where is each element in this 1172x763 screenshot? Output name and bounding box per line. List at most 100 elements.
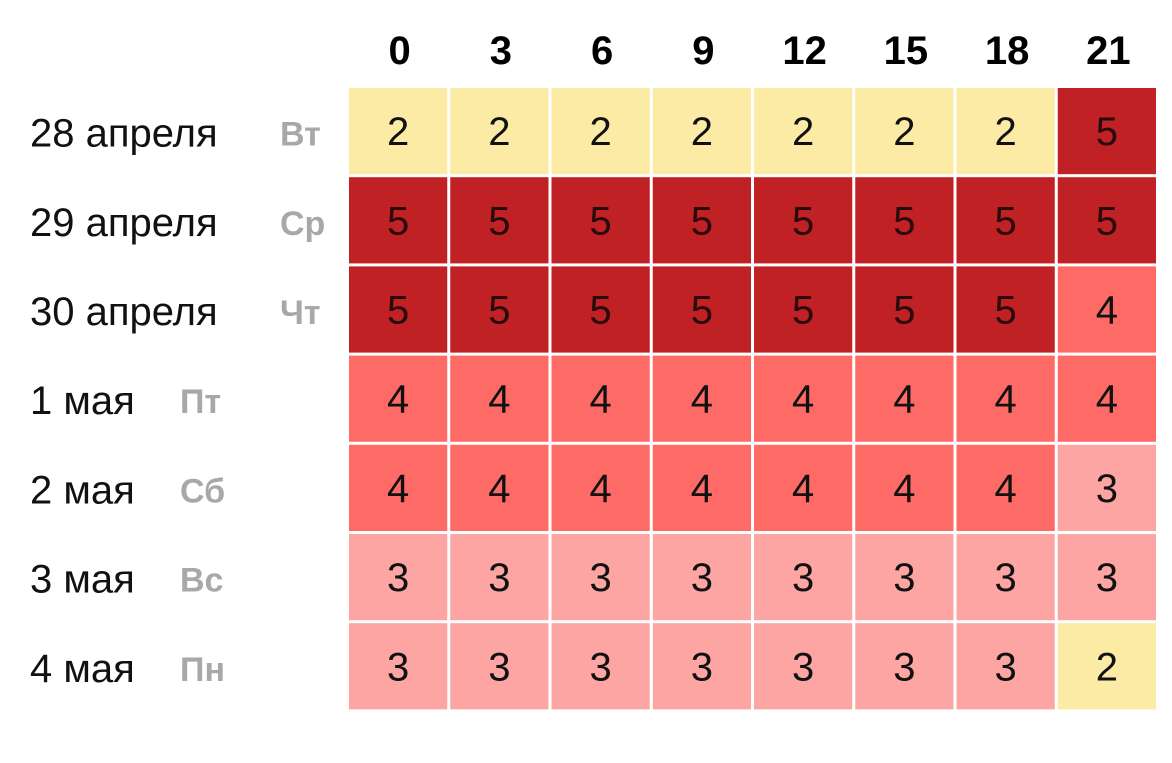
heatmap-cell (652, 355, 751, 442)
cell-value-label: 3 (1096, 467, 1118, 511)
heatmap-cell (855, 444, 954, 531)
heatmap-cell (1057, 355, 1156, 442)
cell-value-label: 5 (590, 199, 612, 243)
cell-value-label: 2 (691, 110, 713, 154)
heatmap-cell (450, 88, 549, 175)
heatmap-cell (1057, 266, 1156, 353)
heatmap-cell (349, 266, 448, 353)
date-label: 28 апреля (30, 112, 218, 156)
heatmap-cell (956, 623, 1055, 710)
cell-value-label: 4 (691, 467, 713, 511)
cell-value-label: 5 (995, 289, 1017, 333)
cell-value-label: 3 (488, 556, 510, 600)
cell-value-label: 4 (1096, 378, 1118, 422)
cell-value-label: 3 (893, 645, 915, 689)
weekday-label: Вт (280, 116, 321, 154)
hour-label: 0 (389, 29, 411, 73)
heatmap-cell (1057, 623, 1156, 710)
heatmap-cell (450, 177, 549, 264)
cell-value-label: 4 (590, 378, 612, 422)
heatmap-cell (855, 266, 954, 353)
cell-value-label: 4 (590, 467, 612, 511)
heatmap-cell (551, 623, 650, 710)
cell-value-label: 4 (792, 467, 814, 511)
heatmap-cell (855, 88, 954, 175)
cell-value-label: 2 (590, 110, 612, 154)
cell-value-label: 2 (893, 110, 915, 154)
cell-value-label: 2 (488, 110, 510, 154)
hour-label: 3 (490, 29, 512, 73)
cell-value-label: 4 (488, 378, 510, 422)
heatmap-cell (754, 355, 853, 442)
cell-value-label: 4 (893, 467, 915, 511)
heatmap-cell (349, 177, 448, 264)
hour-label: 18 (985, 29, 1030, 73)
cell-value-label: 3 (995, 645, 1017, 689)
cell-value-label: 4 (488, 467, 510, 511)
heatmap-cell (956, 444, 1055, 531)
heatmap-cell (956, 534, 1055, 621)
cell-value-label: 5 (488, 289, 510, 333)
cell-value-label: 5 (792, 199, 814, 243)
cell-value-label: 3 (792, 556, 814, 600)
cell-value-label: 3 (792, 645, 814, 689)
heatmap-cell (652, 444, 751, 531)
heatmap-cell (1057, 177, 1156, 264)
date-label: 1 мая (30, 379, 135, 423)
hour-label: 15 (884, 29, 929, 73)
weekday-label: Ср (280, 205, 325, 243)
cell-value-label: 3 (995, 556, 1017, 600)
cell-value-label: 5 (691, 289, 713, 333)
heatmap-cell (349, 623, 448, 710)
heatmap-cell (450, 355, 549, 442)
cell-value-label: 3 (590, 556, 612, 600)
heatmap-cell (855, 534, 954, 621)
heatmap-cell (450, 266, 549, 353)
heatmap-cell (754, 266, 853, 353)
heatmap-cell (855, 177, 954, 264)
weekday-label: Пн (180, 651, 225, 689)
heatmap-cell (450, 444, 549, 531)
heatmap-cell (754, 534, 853, 621)
cell-value-label: 5 (1096, 199, 1118, 243)
weekday-label: Пт (180, 383, 221, 421)
cell-value-label: 2 (792, 110, 814, 154)
hour-label: 9 (692, 29, 714, 73)
cell-value-label: 3 (387, 645, 409, 689)
heatmap-cell (349, 88, 448, 175)
heatmap-cell (956, 266, 1055, 353)
heatmap-cell (855, 355, 954, 442)
cell-value-label: 5 (590, 289, 612, 333)
heatmap-cell (1057, 444, 1156, 531)
cell-value-label: 4 (691, 378, 713, 422)
heatmap-cell (551, 266, 650, 353)
cell-value-label: 5 (893, 289, 915, 333)
date-label: 2 мая (30, 468, 135, 512)
hour-axis: 0 3 6 9 12 15 18 21 (389, 29, 1131, 73)
heatmap-cell (349, 355, 448, 442)
cell-value-label: 5 (1096, 110, 1118, 154)
cell-value-label: 5 (691, 199, 713, 243)
hour-label: 12 (782, 29, 827, 73)
heatmap-cell (450, 623, 549, 710)
hour-label: 21 (1086, 29, 1131, 73)
cell-value-label: 4 (792, 378, 814, 422)
cell-value-label: 3 (691, 556, 713, 600)
date-axis: 28 апреля Вт 29 апреля Ср 30 апреля Чт 1 мая Пт… (30, 112, 325, 691)
heatmap-cell (754, 444, 853, 531)
heatmap-cell (652, 177, 751, 264)
cell-value-label: 5 (387, 199, 409, 243)
cell-value-label: 3 (691, 645, 713, 689)
date-label: 29 апреля (30, 201, 218, 245)
weekday-label: Вс (180, 562, 223, 600)
hour-label: 6 (591, 29, 613, 73)
cell-value-label: 3 (1096, 556, 1118, 600)
date-label: 30 апреля (30, 290, 218, 334)
heatmap-cell (855, 623, 954, 710)
cell-value-label: 5 (387, 289, 409, 333)
cell-value-label: 4 (387, 378, 409, 422)
heatmap-cell (956, 355, 1055, 442)
heatmap-cell (956, 88, 1055, 175)
cell-value-label: 3 (488, 645, 510, 689)
